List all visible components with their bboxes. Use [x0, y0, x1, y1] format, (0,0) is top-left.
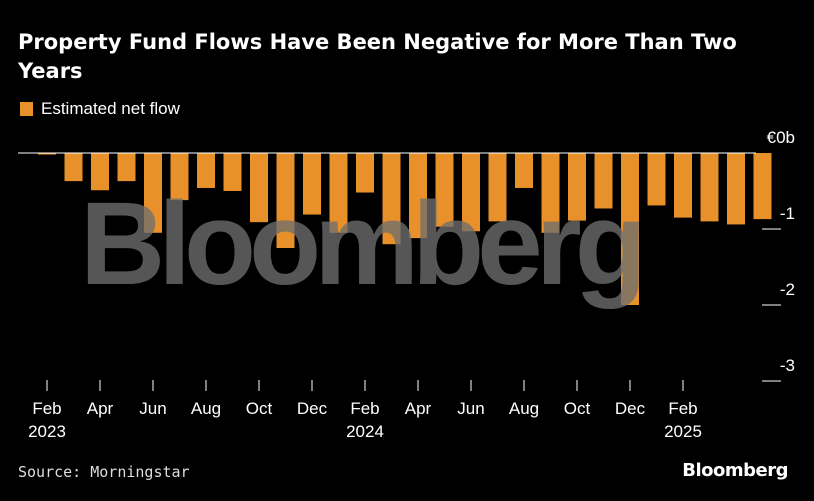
legend: Estimated net flow [20, 99, 180, 119]
bar [38, 153, 56, 155]
y-tick-label: -1 [780, 204, 795, 223]
bar [91, 153, 109, 191]
bar [594, 153, 613, 209]
x-tick-label: Oct [246, 399, 273, 418]
bar [197, 153, 215, 188]
bar [541, 153, 560, 233]
x-tick-label: Aug [191, 399, 221, 418]
bar [117, 153, 136, 182]
bar [515, 153, 533, 188]
bar [144, 153, 162, 233]
bar [382, 153, 401, 245]
source-note: Source: Morningstar [18, 463, 190, 481]
y-tick-label: €0b [767, 128, 795, 147]
x-tick-label: Feb [668, 399, 697, 418]
y-tick-label: -2 [780, 280, 795, 299]
x-tick-label: Aug [509, 399, 539, 418]
bar [647, 153, 666, 206]
legend-swatch [20, 102, 33, 116]
bar [170, 153, 189, 201]
bar [329, 153, 348, 233]
bar [568, 153, 586, 221]
x-tick-year-label: 2025 [664, 422, 702, 441]
bar [753, 153, 772, 220]
x-tick-label: Dec [297, 399, 328, 418]
bar [700, 153, 719, 222]
x-tick-label: Jun [139, 399, 166, 418]
legend-label: Estimated net flow [41, 99, 180, 118]
bar [674, 153, 692, 218]
x-tick-label: Oct [564, 399, 591, 418]
x-tick-year-label: 2023 [28, 422, 66, 441]
bar [223, 153, 242, 191]
x-tick-label: Dec [615, 399, 646, 418]
x-tick-label: Feb [350, 399, 379, 418]
bar [276, 153, 295, 248]
bar [621, 153, 639, 305]
bar [356, 153, 374, 193]
bar [435, 153, 454, 227]
x-tick-label: Jun [457, 399, 484, 418]
bar [303, 153, 321, 215]
bar [727, 153, 745, 225]
bar [488, 153, 507, 222]
y-tick-label: -3 [780, 356, 795, 375]
bloomberg-logo: Bloomberg [682, 460, 788, 481]
x-tick-label: Apr [87, 399, 114, 418]
bar [64, 153, 83, 182]
x-tick-label: Apr [405, 399, 432, 418]
x-tick-label: Feb [32, 399, 61, 418]
x-tick-year-label: 2024 [346, 422, 384, 441]
bar [250, 153, 268, 223]
bar [462, 153, 480, 232]
bar [409, 153, 427, 239]
chart-title: Property Fund Flows Have Been Negative f… [18, 30, 737, 83]
